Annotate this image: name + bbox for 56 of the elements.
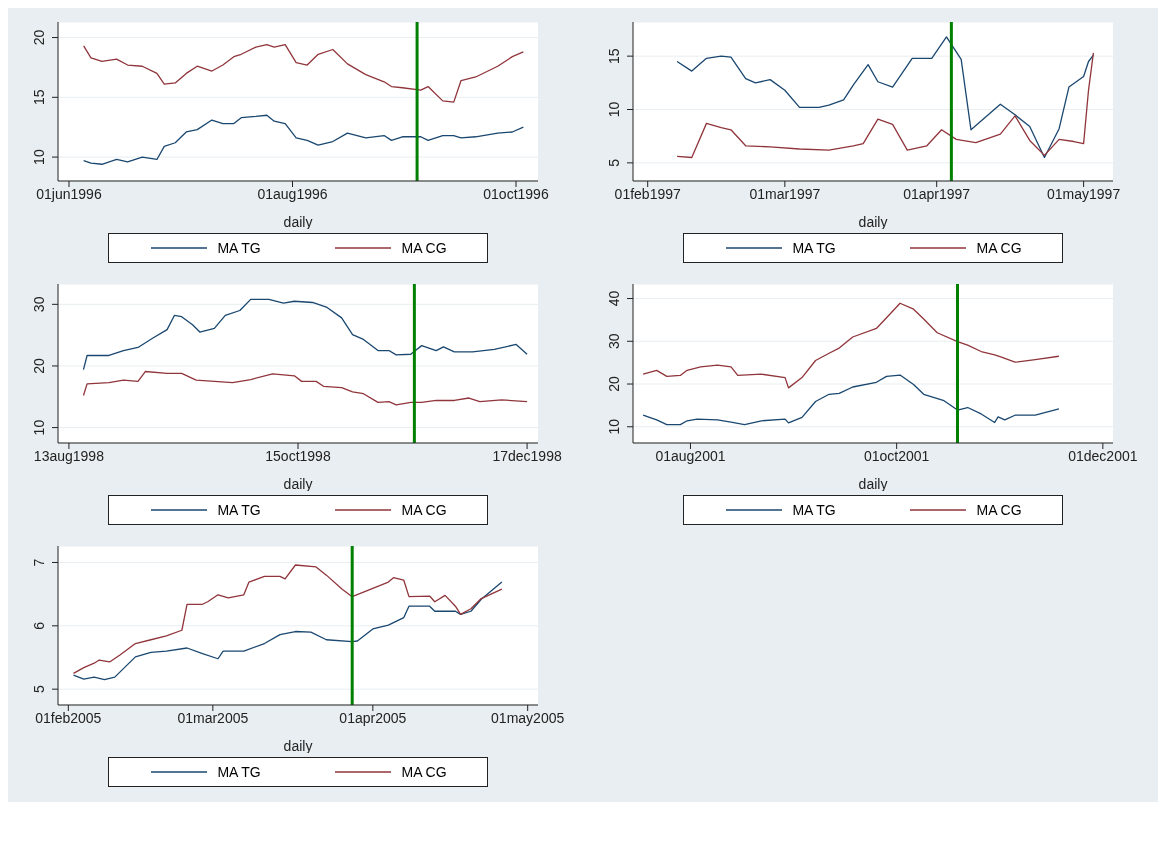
line-series	[72, 581, 503, 681]
x-tick-label: 15oct1998	[265, 447, 331, 464]
y-tick-label: 15	[31, 89, 47, 106]
y-tick-label: 20	[31, 29, 47, 46]
legend-label: MA TG	[792, 240, 836, 256]
x-tick-label: 01aug1996	[257, 185, 328, 202]
line-series	[642, 302, 1060, 389]
x-tick-label: 01apr1997	[903, 185, 971, 202]
y-tick-label: 10	[606, 101, 622, 118]
x-tick-label: 01mar1997	[749, 185, 821, 202]
legend-label: MA TG	[792, 502, 836, 518]
y-tick-label: 20	[31, 357, 47, 374]
legend-label: MA CG	[401, 764, 447, 780]
x-tick-label: 01dec2001	[1068, 447, 1138, 464]
y-tick-label: 15	[606, 48, 622, 64]
x-tick-label: 01may1997	[1047, 185, 1121, 202]
x-tick-label: 01aug2001	[655, 447, 726, 464]
line-series	[82, 370, 528, 406]
legend-label: MA TG	[217, 502, 261, 518]
y-tick-label: 10	[31, 419, 47, 436]
x-tick-label: 01jun1996	[36, 185, 102, 202]
line-series	[72, 564, 503, 674]
y-tick-label: 40	[606, 290, 622, 307]
x-tick-label: 01oct1996	[483, 185, 549, 202]
y-tick-label: 6	[31, 621, 47, 630]
x-tick-label: 01apr2005	[339, 709, 407, 726]
legend-label: MA CG	[401, 502, 447, 518]
x-axis-title: daily	[283, 476, 313, 492]
x-axis-title: daily	[858, 476, 888, 492]
x-tick-label: 01oct2001	[863, 447, 930, 464]
legend-label: MA CG	[976, 502, 1022, 518]
legend-label: MA TG	[217, 240, 261, 256]
legend-label: MA CG	[401, 240, 447, 256]
x-tick-label: 01feb1997	[614, 185, 681, 202]
y-tick-label: 5	[606, 158, 622, 167]
x-axis-title: daily	[283, 738, 313, 754]
x-tick-label: 01feb2005	[35, 709, 102, 726]
legend-label: MA CG	[976, 240, 1022, 256]
y-tick-label: 20	[606, 376, 622, 392]
line-series	[83, 114, 524, 165]
x-tick-label: 13aug1998	[33, 447, 105, 464]
y-tick-label: 10	[31, 149, 47, 165]
y-tick-label: 5	[31, 685, 47, 694]
x-tick-label: 01may2005	[491, 709, 565, 726]
y-tick-label: 10	[606, 418, 622, 435]
y-tick-label: 30	[31, 296, 47, 313]
line-series	[642, 374, 1060, 426]
x-axis-title: daily	[283, 214, 313, 230]
line-series	[82, 298, 528, 371]
legend-label: MA TG	[217, 764, 261, 780]
y-tick-label: 30	[606, 333, 622, 350]
y-tick-label: 7	[31, 558, 47, 567]
x-axis-title: daily	[858, 214, 888, 230]
line-series	[83, 44, 524, 103]
x-tick-label: 17dec1998	[492, 447, 562, 464]
x-tick-label: 01mar2005	[177, 709, 249, 726]
